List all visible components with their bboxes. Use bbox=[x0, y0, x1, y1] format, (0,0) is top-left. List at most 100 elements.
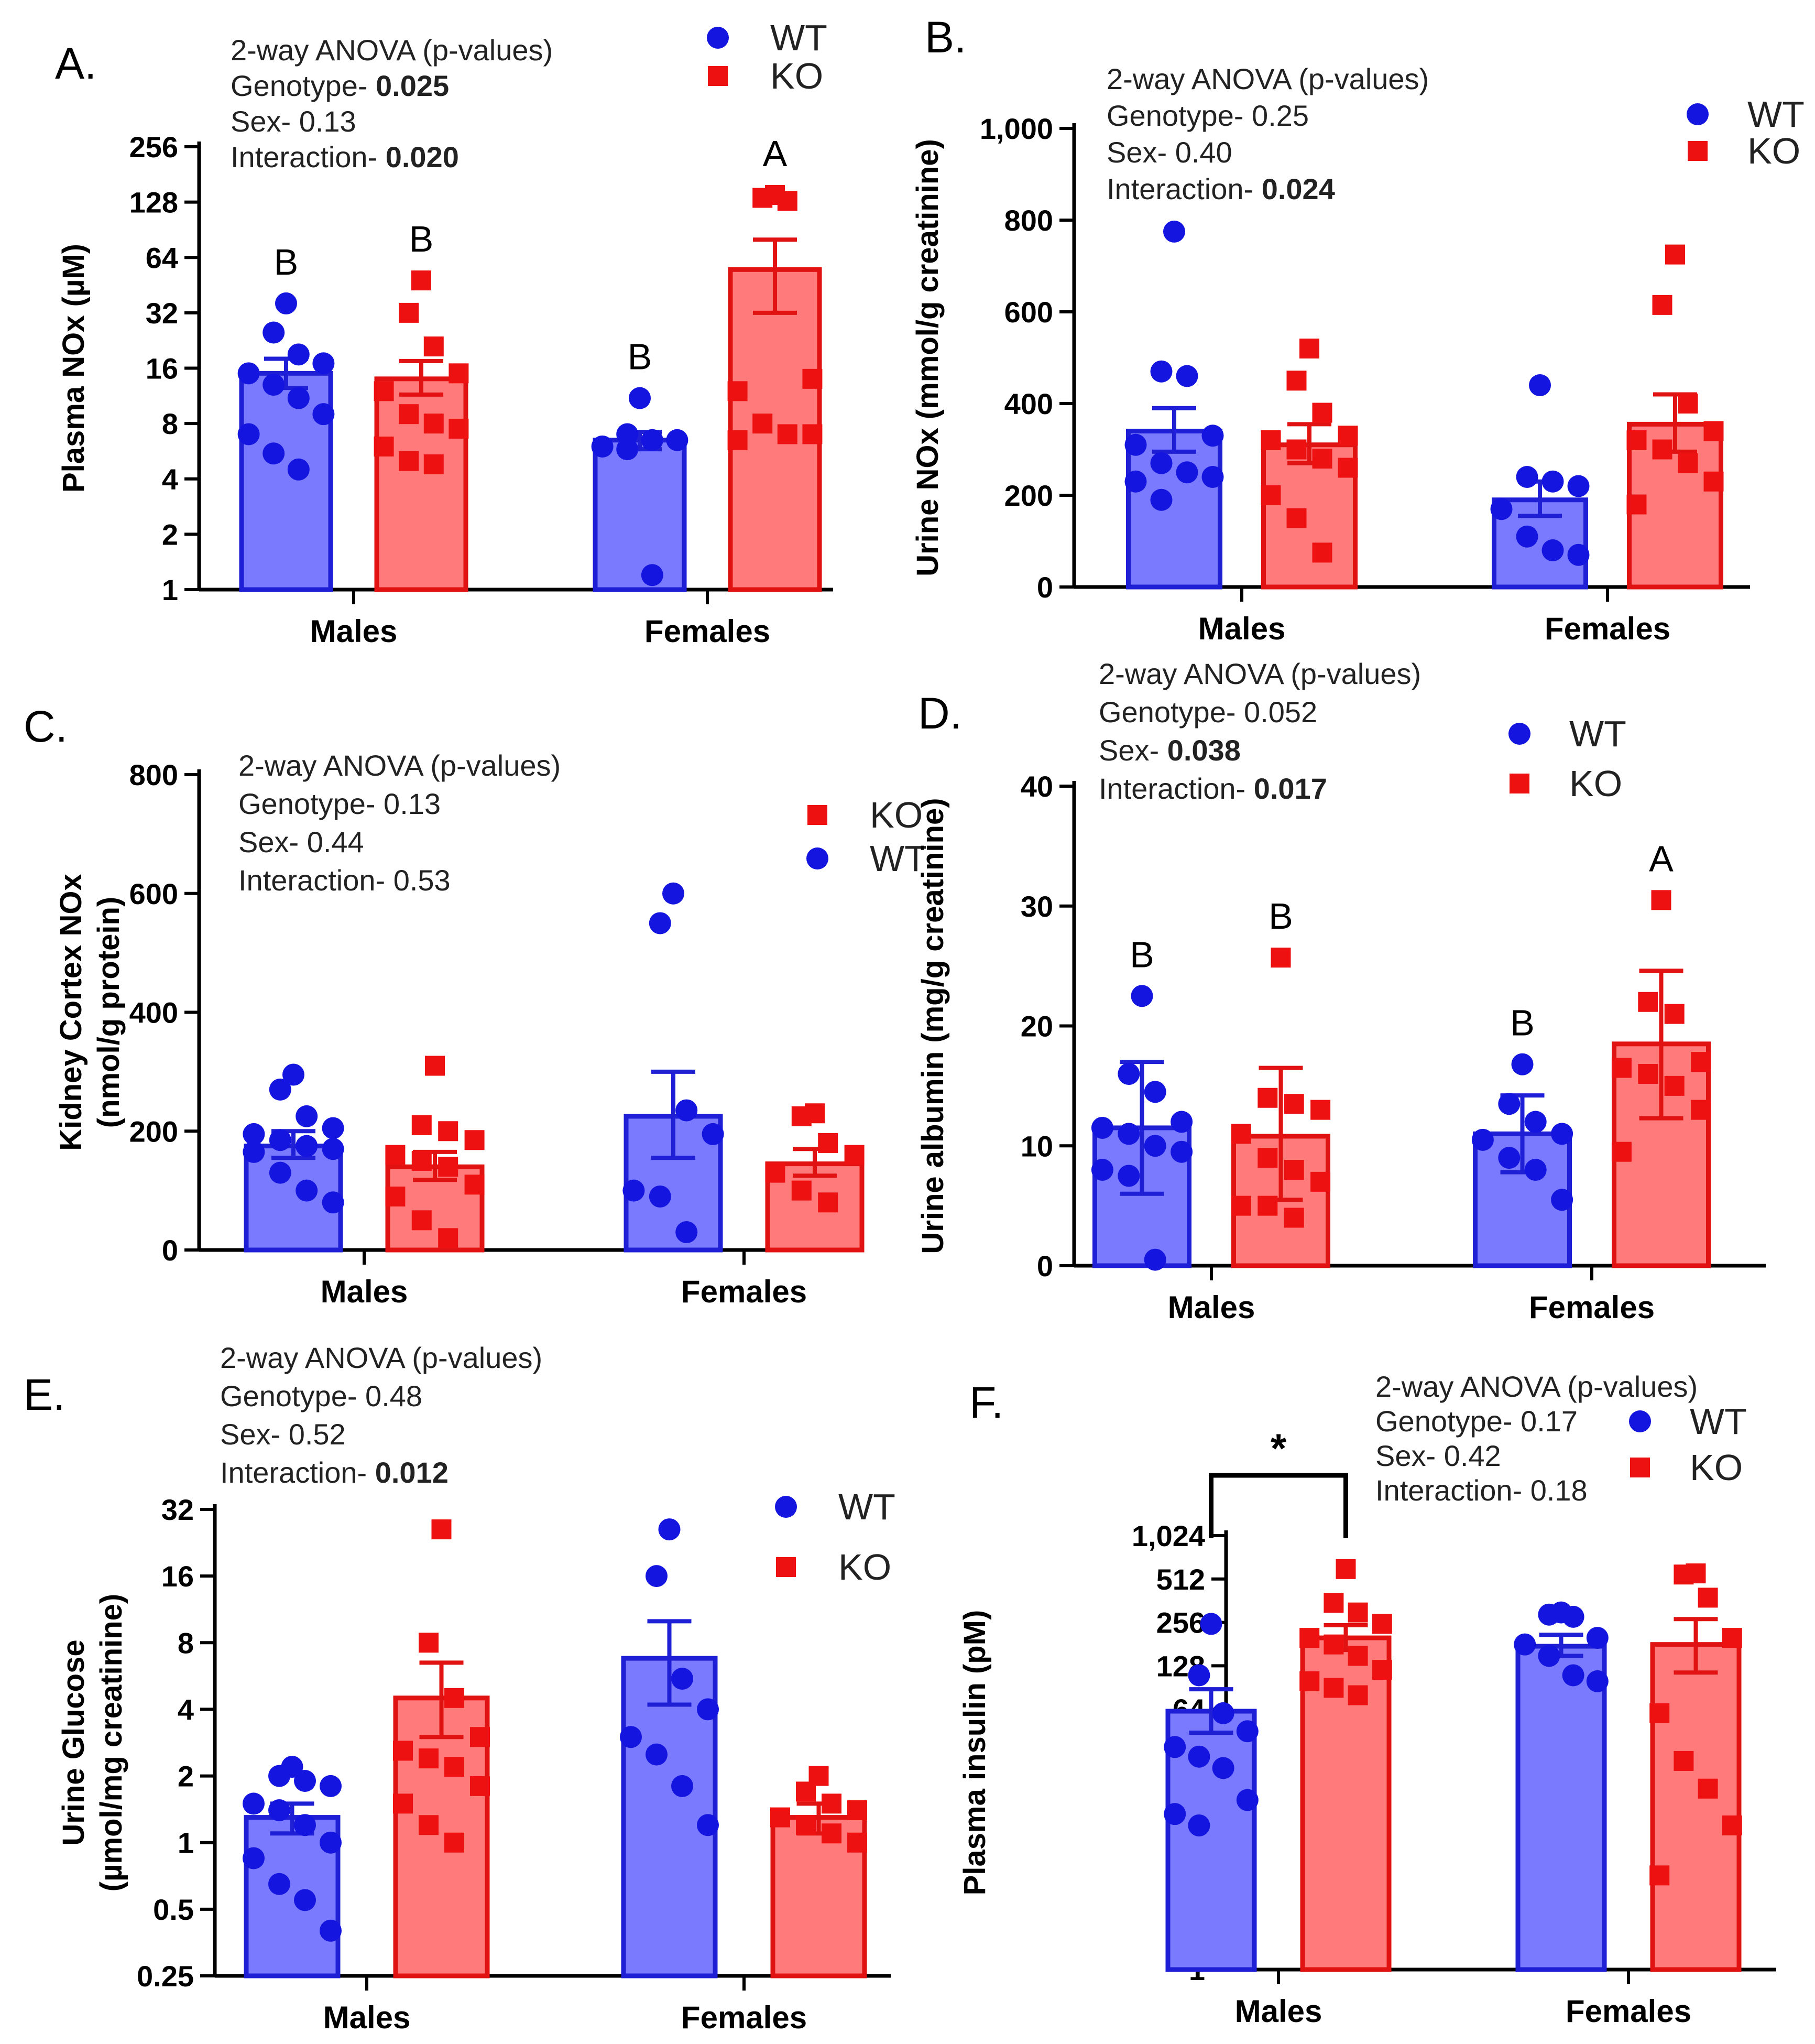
significance-bracket bbox=[1209, 1473, 1348, 1538]
point-ko bbox=[1698, 1588, 1718, 1608]
point-ko bbox=[1258, 1148, 1278, 1168]
legend-label-ko: KO bbox=[838, 1547, 891, 1588]
point-wt bbox=[1516, 525, 1538, 548]
point-ko bbox=[399, 451, 419, 471]
point-ko bbox=[1678, 453, 1698, 473]
point-wt bbox=[666, 429, 688, 451]
stats-interaction-label: Interaction- bbox=[1375, 1474, 1530, 1507]
point-wt bbox=[1551, 1123, 1573, 1145]
stats-sex-value: 0.44 bbox=[307, 825, 364, 858]
point-wt bbox=[294, 1814, 316, 1836]
y-tick-label: 0 bbox=[162, 1234, 178, 1267]
x-tick-label: Females bbox=[1529, 1290, 1655, 1325]
point-wt bbox=[658, 1518, 681, 1541]
legend-marker-ko bbox=[1630, 1458, 1650, 1477]
point-wt bbox=[675, 1099, 698, 1122]
point-ko bbox=[411, 1115, 432, 1135]
point-ko bbox=[1703, 471, 1724, 492]
x-tick-label: Males bbox=[1235, 1994, 1322, 2029]
point-ko bbox=[1722, 1815, 1742, 1835]
point-wt bbox=[1567, 475, 1590, 497]
point-ko bbox=[1348, 1646, 1368, 1666]
point-wt bbox=[312, 352, 335, 375]
y-tick-label: 600 bbox=[129, 877, 178, 910]
point-wt bbox=[1188, 1745, 1210, 1768]
x-tick-label: Females bbox=[644, 614, 770, 649]
y-axis-title-line1: Urine Glucose bbox=[57, 1639, 91, 1845]
stats-sex-value: 0.42 bbox=[1444, 1439, 1501, 1472]
y-axis-title: Urine NOx (mmol/g creatinine) bbox=[911, 139, 945, 577]
point-wt bbox=[1150, 488, 1173, 511]
point-wt bbox=[697, 1814, 719, 1836]
stats-title: 2-way ANOVA (p-values) bbox=[231, 34, 553, 67]
y-tick-label: 400 bbox=[1004, 387, 1053, 420]
x-tick-label: Females bbox=[1566, 1994, 1691, 2029]
stats-genotype: Genotype- 0.025 bbox=[231, 69, 449, 102]
y-tick-label: 600 bbox=[1004, 296, 1053, 329]
legend-label-wt: WT bbox=[870, 838, 927, 879]
point-ko bbox=[1664, 1075, 1685, 1096]
point-wt bbox=[243, 1792, 265, 1815]
point-ko bbox=[844, 1145, 865, 1165]
point-ko bbox=[1338, 426, 1358, 446]
point-ko bbox=[1649, 1703, 1670, 1723]
point-wt bbox=[322, 1138, 344, 1160]
stats-interaction-label: Interaction- bbox=[1099, 772, 1254, 805]
legend-label-ko: KO bbox=[1569, 763, 1622, 804]
stats-sex: Sex- 0.038 bbox=[1099, 734, 1241, 767]
point-ko bbox=[1312, 449, 1332, 469]
y-axis-title-line1: Kidney Cortex NOx bbox=[54, 874, 88, 1151]
significance-letter: B bbox=[1269, 896, 1293, 937]
legend-label-wt: WT bbox=[1569, 713, 1626, 754]
point-ko bbox=[423, 414, 444, 434]
point-ko bbox=[1626, 494, 1647, 515]
point-ko bbox=[1678, 394, 1698, 414]
bar-ko-males bbox=[374, 376, 468, 592]
point-ko bbox=[385, 1145, 406, 1165]
y-axis-title: Plasma NOx (µM) bbox=[57, 244, 91, 493]
stats-genotype: Genotype- 0.48 bbox=[220, 1379, 422, 1412]
y-axis-title: Plasma insulin (pM) bbox=[958, 1610, 992, 1896]
point-ko bbox=[1674, 1751, 1694, 1771]
point-ko bbox=[1336, 1559, 1356, 1579]
point-wt bbox=[1586, 1627, 1609, 1649]
point-wt bbox=[1538, 1603, 1560, 1626]
stats-interaction-value: 0.53 bbox=[393, 864, 451, 897]
panel-letter: A. bbox=[55, 39, 96, 88]
point-ko bbox=[1722, 1628, 1742, 1648]
point-wt bbox=[1567, 543, 1590, 566]
point-ko bbox=[1338, 458, 1358, 478]
point-ko bbox=[770, 1807, 790, 1828]
point-wt bbox=[1201, 466, 1224, 488]
point-ko bbox=[423, 454, 444, 474]
point-ko bbox=[444, 1757, 464, 1777]
significance-letter: B bbox=[274, 242, 299, 282]
stats-sex-value: 0.40 bbox=[1175, 136, 1232, 169]
point-ko bbox=[438, 1121, 458, 1141]
point-wt bbox=[1164, 1736, 1186, 1758]
point-wt bbox=[268, 1765, 290, 1787]
y-tick-label: 0.5 bbox=[153, 1893, 194, 1926]
point-wt bbox=[1163, 220, 1185, 243]
x-tick-label: Males bbox=[1198, 611, 1286, 646]
point-wt bbox=[287, 343, 310, 366]
point-wt bbox=[1118, 1063, 1140, 1085]
point-ko bbox=[393, 1793, 413, 1814]
point-ko bbox=[1286, 371, 1307, 391]
point-ko bbox=[1691, 1052, 1711, 1072]
y-tick-label: 4 bbox=[178, 1693, 194, 1726]
point-wt bbox=[1144, 1135, 1166, 1157]
point-ko bbox=[1324, 1678, 1344, 1698]
significance-letter: B bbox=[628, 336, 652, 377]
point-wt bbox=[1541, 539, 1564, 561]
point-ko bbox=[393, 1741, 413, 1761]
point-wt bbox=[1188, 1664, 1210, 1687]
significance-letter: B bbox=[409, 219, 434, 259]
stats-title: 2-way ANOVA (p-values) bbox=[1375, 1370, 1698, 1403]
point-ko bbox=[419, 1815, 439, 1835]
point-ko bbox=[1312, 542, 1332, 563]
legend-label-wt: WT bbox=[1747, 94, 1805, 135]
point-wt bbox=[1524, 1111, 1547, 1133]
point-wt bbox=[1498, 1147, 1521, 1169]
stats-interaction-value: 0.017 bbox=[1254, 772, 1327, 805]
